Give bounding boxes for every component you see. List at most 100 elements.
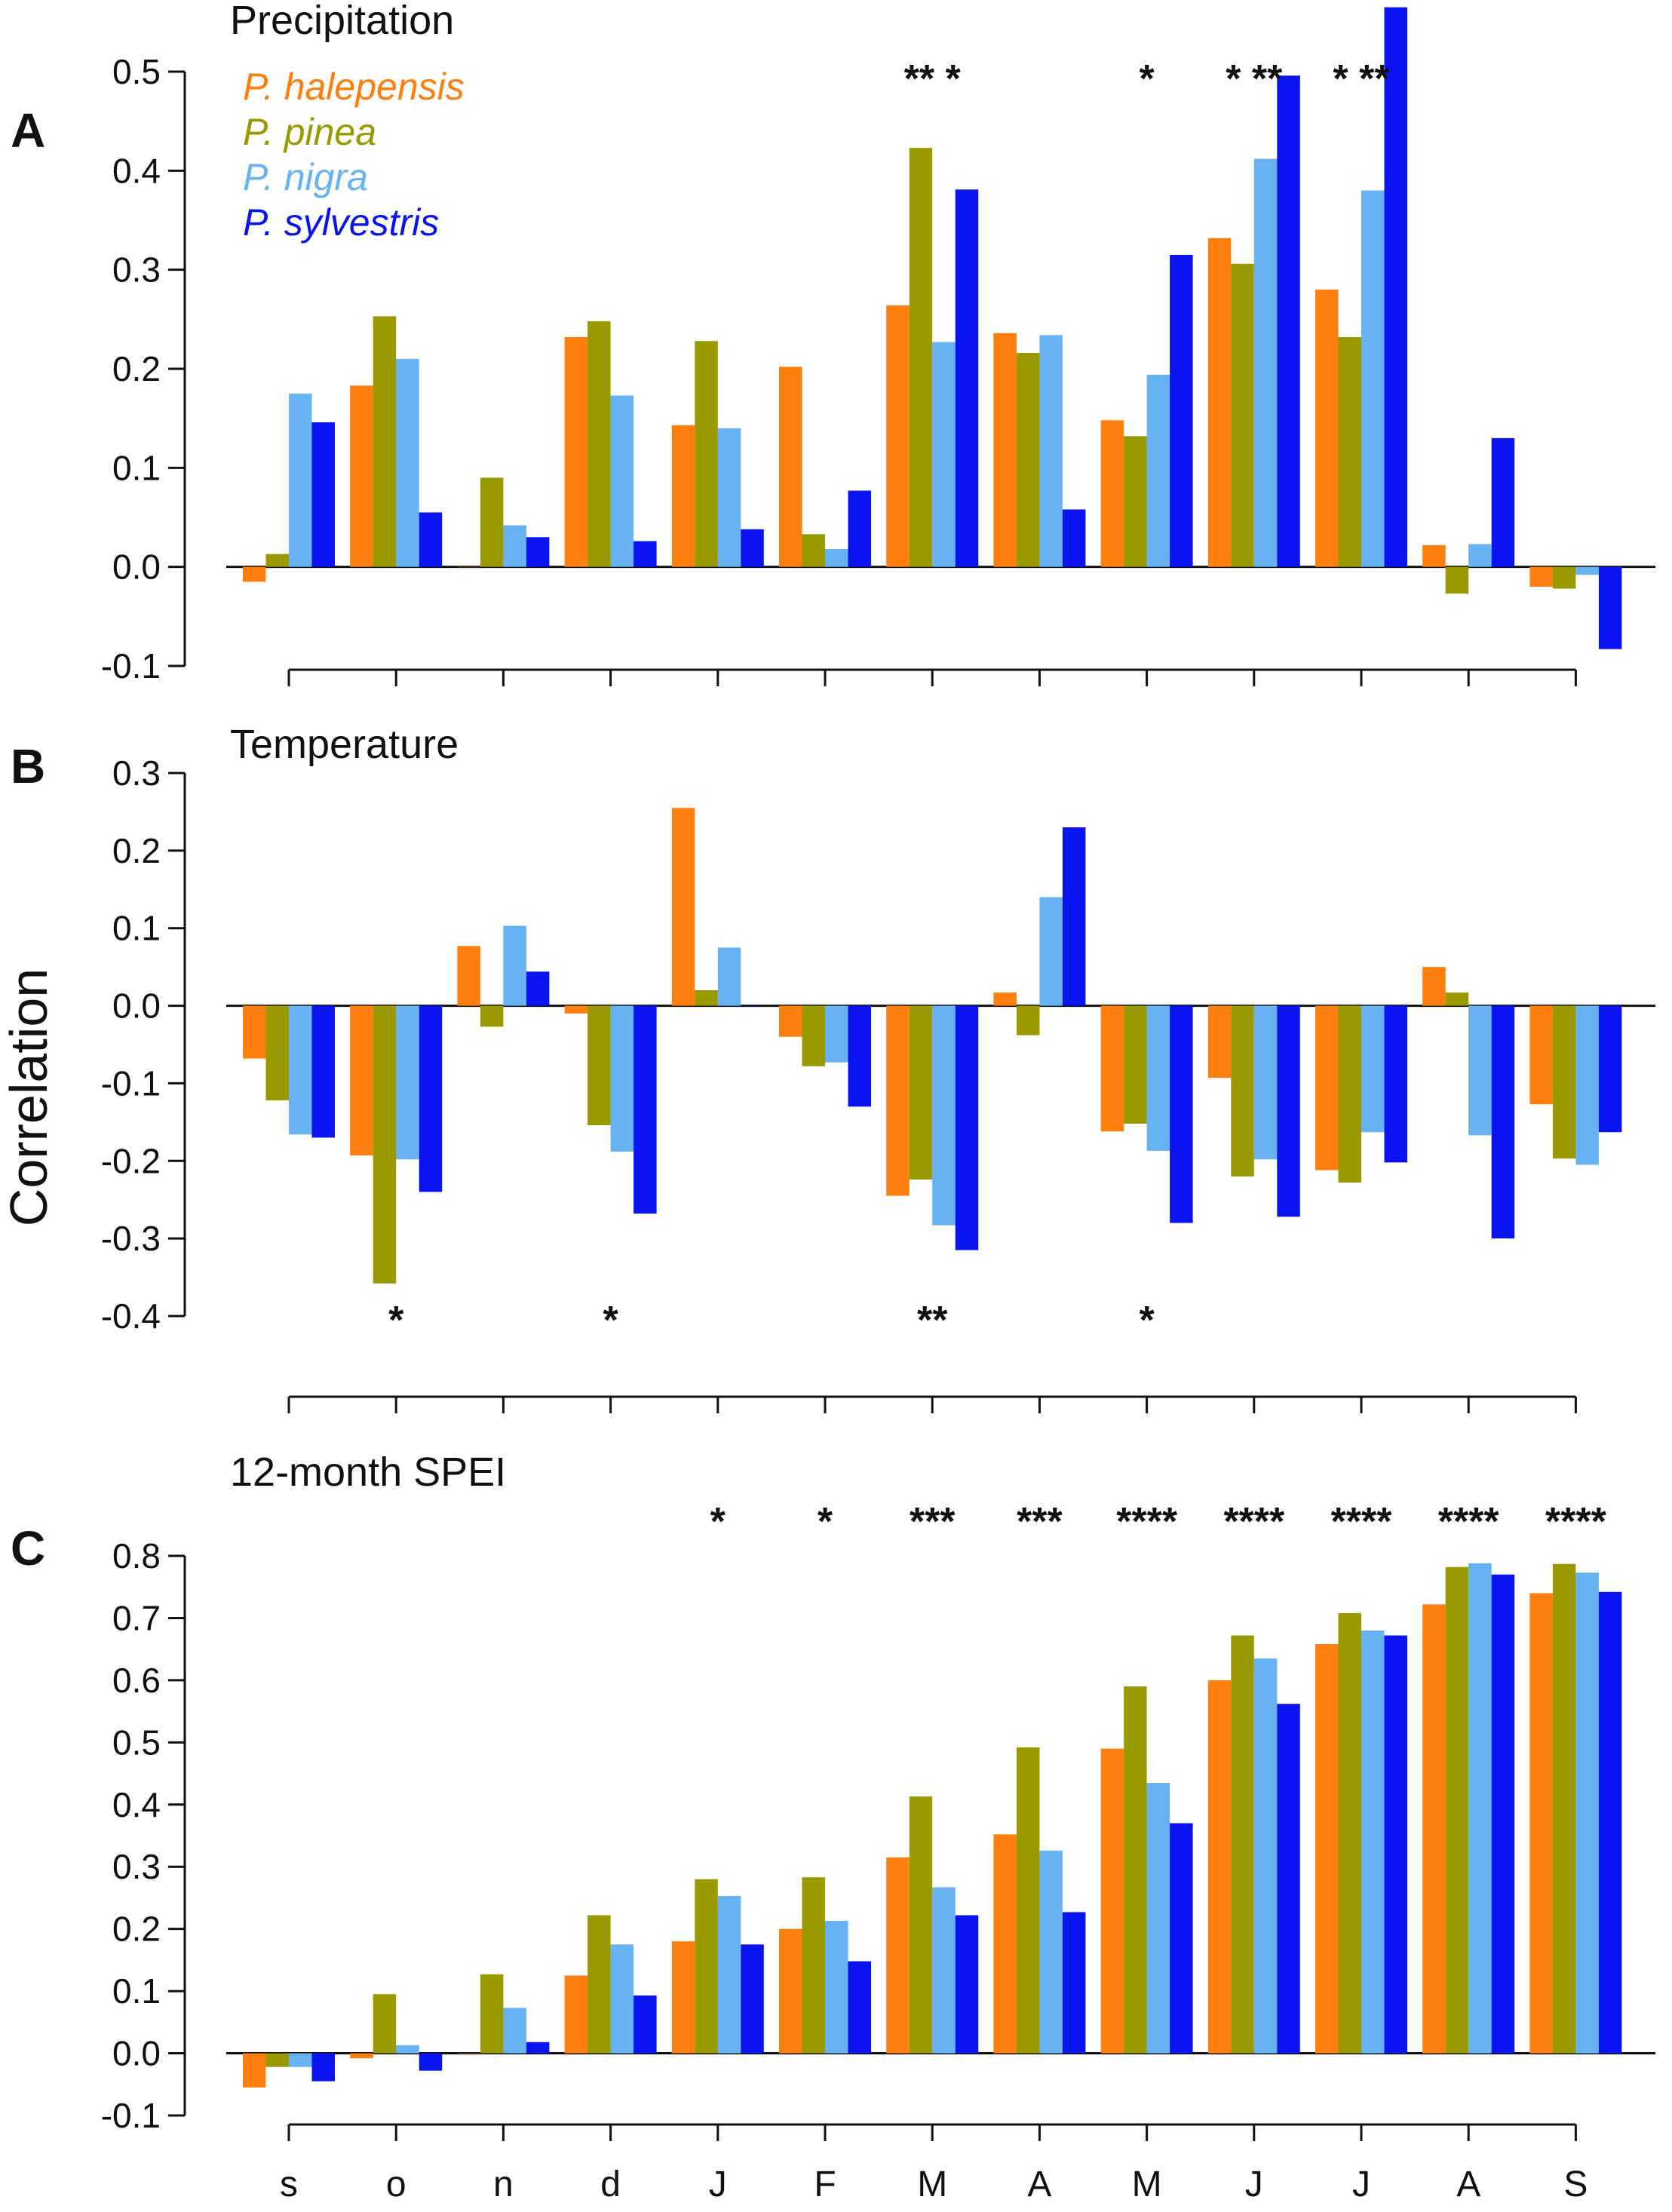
bar-b-m-3 (932, 1005, 956, 1226)
bar-b-j-1 (1315, 1005, 1339, 1170)
bar-a-m-4 (955, 189, 979, 567)
month-label: A (1456, 2164, 1480, 2204)
bar-a-d-3 (610, 395, 634, 567)
bar-c-a-1 (1422, 1604, 1446, 2054)
significance-marker: * (710, 1500, 726, 1544)
bar-b-o-1 (350, 1005, 373, 1156)
bar-a-j-2 (1338, 336, 1361, 567)
month-label: n (493, 2164, 514, 2204)
bar-a-s-4 (311, 422, 335, 567)
bar-b-s-2 (265, 1005, 289, 1101)
bar-b-a-3 (1468, 1005, 1492, 1136)
bar-b-m-2 (909, 1005, 933, 1180)
bar-b-j-2 (1338, 1005, 1361, 1183)
bar-a-f-1 (779, 367, 802, 567)
bar-b-j-3 (717, 947, 741, 1006)
bar-a-m-3 (1146, 374, 1170, 567)
y-tick-label: 0.4 (112, 1785, 161, 1824)
significance-marker: * ** (1333, 57, 1390, 101)
bar-a-j-4 (741, 529, 764, 567)
significance-marker: * (818, 1500, 833, 1544)
y-tick-label: -0.3 (101, 1219, 161, 1258)
bar-c-a-3 (1039, 1850, 1063, 2054)
significance-marker: ** * (904, 57, 962, 101)
bar-b-d-2 (588, 1005, 611, 1125)
legend-entry: P. sylvestris (243, 201, 439, 244)
bar-b-f-3 (825, 1005, 848, 1063)
significance-marker: **** (1545, 1500, 1607, 1544)
legend-entry: P. pinea (243, 111, 376, 153)
legend-entry: P. nigra (243, 156, 368, 198)
bar-b-j-3 (1253, 1005, 1278, 1160)
bar-b-s-1 (243, 1005, 266, 1059)
bar-b-j-4 (1384, 1005, 1407, 1163)
bar-c-f-4 (848, 1961, 871, 2054)
month-label: M (1132, 2164, 1162, 2204)
bar-a-j-4 (1384, 7, 1407, 567)
significance-marker: **** (1331, 1500, 1393, 1544)
bar-b-a-1 (1422, 967, 1446, 1006)
significance-marker: * (1139, 57, 1155, 101)
bar-c-j-2 (1338, 1612, 1361, 2054)
bar-a-a-1 (1422, 545, 1446, 567)
bar-b-j-2 (1231, 1005, 1254, 1177)
month-label: J (1352, 2164, 1370, 2204)
y-tick-label: -0.4 (101, 1296, 161, 1336)
bar-a-m-4 (1170, 254, 1193, 567)
panel-b: -0.4-0.3-0.2-0.10.00.10.20.3* * ** *Tempera… (11, 722, 1655, 1413)
significance-marker: **** (1116, 1500, 1178, 1544)
bar-a-j-1 (1315, 289, 1339, 567)
y-tick-label: 0.5 (112, 52, 161, 91)
bar-a-n-1 (457, 566, 480, 568)
bar-c-j-2 (1231, 1635, 1254, 2054)
bar-b-j-4 (1277, 1005, 1300, 1217)
bar-c-o-1 (350, 2053, 373, 2059)
bar-c-d-4 (634, 1995, 657, 2054)
bar-c-s-3 (1575, 1572, 1599, 2054)
bar-b-m-3 (1146, 1005, 1170, 1151)
bar-a-n-3 (503, 525, 526, 567)
y-axis-label: Correlation (0, 968, 58, 1226)
significance-marker: ** (917, 1299, 948, 1342)
y-tick-label: 0.3 (112, 250, 161, 290)
bar-b-d-1 (564, 1005, 588, 1014)
bar-a-j-1 (1207, 238, 1232, 567)
legend-entry: P. halepensis (243, 66, 465, 108)
y-tick-label: 0.1 (112, 909, 161, 948)
bar-a-j-2 (1231, 263, 1254, 567)
significance-marker: * (388, 1299, 404, 1342)
panel-a: -0.1 0.0 0.1 0.2 0.3 0.4 0.5 ** * * * ** * ** Preci… (11, 0, 1655, 686)
significance-marker: * ** (1226, 57, 1283, 101)
bar-b-s-2 (1552, 1005, 1576, 1159)
bar-a-n-4 (526, 537, 550, 567)
panel-letter: C (11, 1521, 45, 1575)
bar-c-a-4 (1491, 1574, 1515, 2054)
bar-b-f-1 (779, 1005, 802, 1037)
bar-a-a-2 (1016, 352, 1040, 567)
bar-c-j-4 (1277, 1704, 1300, 2054)
bar-a-m-1 (1100, 420, 1124, 567)
bar-a-s-3 (289, 393, 312, 567)
month-label: s (280, 2164, 298, 2204)
bar-c-j-4 (1384, 1635, 1407, 2054)
bar-a-m-3 (932, 342, 956, 567)
bar-b-m-2 (1124, 1005, 1147, 1124)
y-tick-label: 0.4 (112, 151, 161, 190)
bar-a-s-4 (1598, 566, 1622, 649)
bar-b-j-3 (1361, 1005, 1385, 1133)
bar-c-d-1 (564, 1975, 588, 2054)
bar-c-f-2 (802, 1877, 825, 2054)
bar-b-a-1 (993, 992, 1017, 1006)
bar-c-n-4 (526, 2042, 550, 2054)
bar-a-a-4 (1491, 437, 1515, 567)
bar-a-a-2 (1445, 566, 1469, 594)
significance-marker: *** (910, 1500, 956, 1544)
month-label: M (917, 2164, 947, 2204)
bar-b-j-2 (695, 990, 718, 1006)
bar-a-n-2 (480, 477, 504, 567)
bar-a-j-3 (717, 428, 741, 567)
y-tick-label: 0.5 (112, 1723, 161, 1762)
bar-c-s-2 (265, 2053, 289, 2067)
